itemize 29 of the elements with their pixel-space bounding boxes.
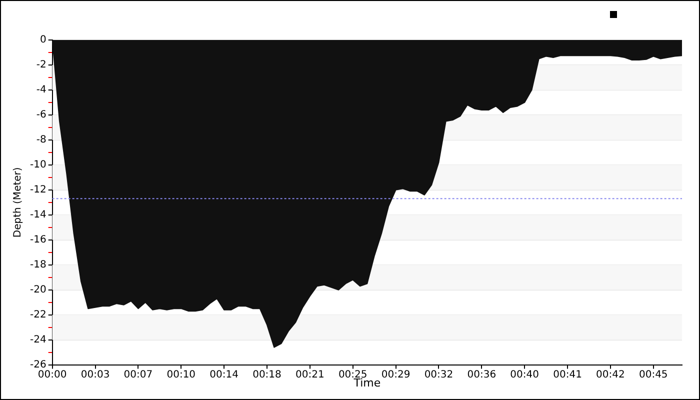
x-tick-label: 00:40 <box>510 369 539 380</box>
x-tick-label: 00:18 <box>252 369 282 380</box>
y-tick-label: -16 <box>30 234 46 246</box>
x-tick-label: 00:32 <box>424 369 454 380</box>
y-tick-label: -20 <box>30 284 46 296</box>
y-tick-label: -4 <box>36 84 46 96</box>
y-tick-label: 0 <box>40 34 46 46</box>
x-tick-label: 00:07 <box>124 369 153 380</box>
x-tick-label: 00:41 <box>553 369 582 380</box>
x-tick-label: 00:00 <box>38 369 67 380</box>
x-tick-label: 00:10 <box>166 369 196 380</box>
y-tick-label: -24 <box>30 334 46 346</box>
x-tick-label: 00:14 <box>210 369 238 380</box>
x-tick-label: 00:36 <box>467 369 496 380</box>
y-tick-label: -26 <box>30 359 46 370</box>
y-tick-label: -22 <box>30 309 46 320</box>
y-tick-label: -2 <box>36 60 46 71</box>
y-tick-label: -18 <box>30 259 46 270</box>
y-tick-label: -12 <box>30 184 46 196</box>
y-tick-label: -10 <box>30 160 46 171</box>
y-tick-label: -14 <box>30 209 46 220</box>
x-tick-label: 00:03 <box>80 369 110 380</box>
x-tick-label: 00:42 <box>596 369 625 380</box>
x-tick-label: 00:45 <box>638 369 668 380</box>
x-tick-label: 00:29 <box>381 369 410 380</box>
y-axis-title: Depth (Meter) <box>12 167 24 238</box>
x-tick-label: 00:21 <box>296 369 324 380</box>
y-tick-label: -8 <box>36 134 46 146</box>
y-tick-label: -6 <box>36 110 46 121</box>
